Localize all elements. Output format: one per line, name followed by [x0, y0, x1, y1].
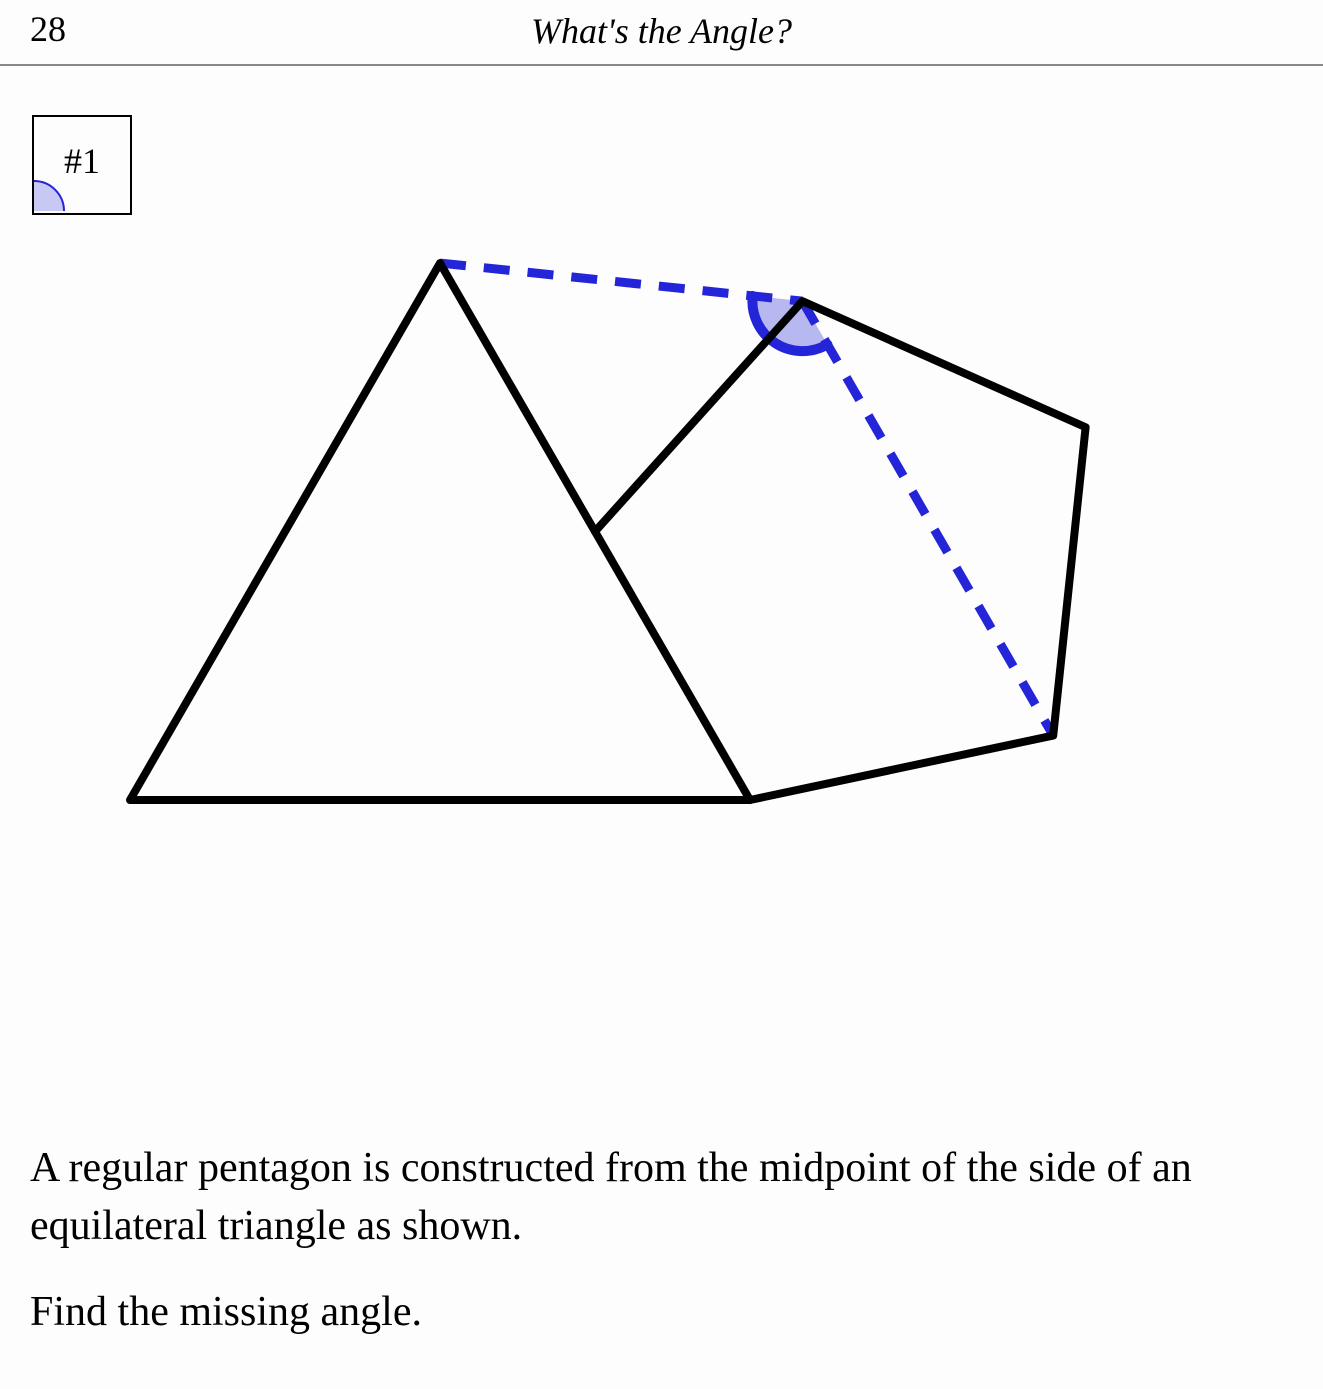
problem-statement: A regular pentagon is constructed from t… — [30, 1140, 1290, 1370]
problem-number-text: #1 — [64, 140, 100, 182]
page-number: 28 — [30, 8, 66, 50]
page-title: What's the Angle? — [30, 10, 1293, 52]
problem-paragraph-2: Find the missing angle. — [30, 1284, 1290, 1342]
problem-paragraph-1: A regular pentagon is constructed from t… — [30, 1140, 1290, 1256]
geometry-figure — [50, 180, 1270, 880]
figure-svg — [50, 180, 1270, 880]
page-header: 28 What's the Angle? — [0, 0, 1323, 66]
